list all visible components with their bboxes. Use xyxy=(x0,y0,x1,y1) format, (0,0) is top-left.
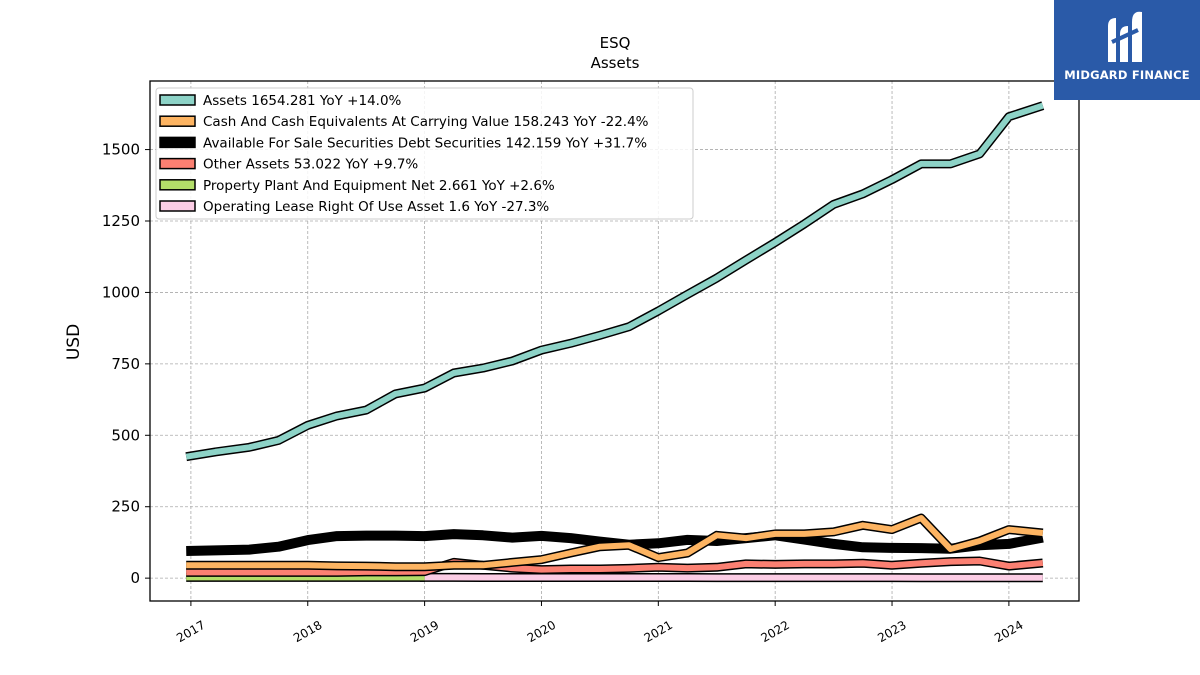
legend-item: Other Assets 53.022 YoY +9.7% xyxy=(159,157,418,173)
x-tick-label: 2017 xyxy=(174,618,207,645)
y-tick-label: 1000 xyxy=(102,283,140,301)
legend-label: Available For Sale Securities Debt Secur… xyxy=(203,135,647,151)
series-line xyxy=(185,101,1045,462)
legend-label: Assets 1654.281 YoY +14.0% xyxy=(203,93,402,109)
legend-label: Other Assets 53.022 YoY +9.7% xyxy=(203,157,418,173)
legend-label: Cash And Cash Equivalents At Carrying Va… xyxy=(203,114,649,130)
midgard-finance-logo: MIDGARD FINANCE xyxy=(1054,0,1200,100)
legend-swatch xyxy=(159,200,196,212)
series-path xyxy=(186,558,1044,576)
legend-label: Operating Lease Right Of Use Asset 1.6 Y… xyxy=(203,199,549,215)
legend: Assets 1654.281 YoY +14.0% Cash And Cash … xyxy=(155,87,694,220)
legend-label: Property Plant And Equipment Net 2.661 Y… xyxy=(203,178,555,194)
logo-text: MIDGARD FINANCE xyxy=(1064,68,1190,82)
y-tick-label: 1250 xyxy=(102,212,140,230)
series-line xyxy=(186,556,1044,577)
legend-item: Cash And Cash Equivalents At Carrying Va… xyxy=(159,114,649,130)
x-tick-label: 2022 xyxy=(758,618,791,645)
logo-mark-icon xyxy=(1108,11,1142,62)
legend-item: Available For Sale Securities Debt Secur… xyxy=(159,135,647,151)
y-axis-label: USD xyxy=(64,324,84,360)
y-tick-label: 0 xyxy=(130,569,140,587)
x-tick-label: 2024 xyxy=(992,618,1025,645)
legend-item: Property Plant And Equipment Net 2.661 Y… xyxy=(159,178,555,194)
x-tick-label: 2021 xyxy=(642,618,675,645)
chart-subtitle: Assets xyxy=(591,54,640,72)
y-tick-label: 500 xyxy=(111,426,140,444)
legend-swatch xyxy=(159,179,196,191)
x-tick-label: 2023 xyxy=(875,618,908,645)
series-line xyxy=(186,513,1044,572)
x-tick-label: 2019 xyxy=(408,618,441,645)
y-tick-label: 250 xyxy=(111,498,140,516)
legend-swatch xyxy=(159,136,196,149)
series-path xyxy=(186,515,1044,570)
legend-item: Assets 1654.281 YoY +14.0% xyxy=(159,93,402,109)
legend-swatch xyxy=(159,115,196,127)
legend-box xyxy=(155,87,694,220)
x-tick-label: 2020 xyxy=(525,618,558,645)
series-path xyxy=(185,102,1044,460)
plot-frame xyxy=(149,80,1080,602)
chart-title: ESQ xyxy=(600,34,631,52)
legend-item: Operating Lease Right Of Use Asset 1.6 Y… xyxy=(159,199,549,215)
legend-swatch xyxy=(159,157,196,170)
plot-area xyxy=(185,101,1045,583)
x-tick-label: 2018 xyxy=(291,618,324,645)
y-tick-label: 1500 xyxy=(102,141,140,159)
y-tick-label: 750 xyxy=(111,355,140,373)
legend-swatch xyxy=(159,94,196,106)
